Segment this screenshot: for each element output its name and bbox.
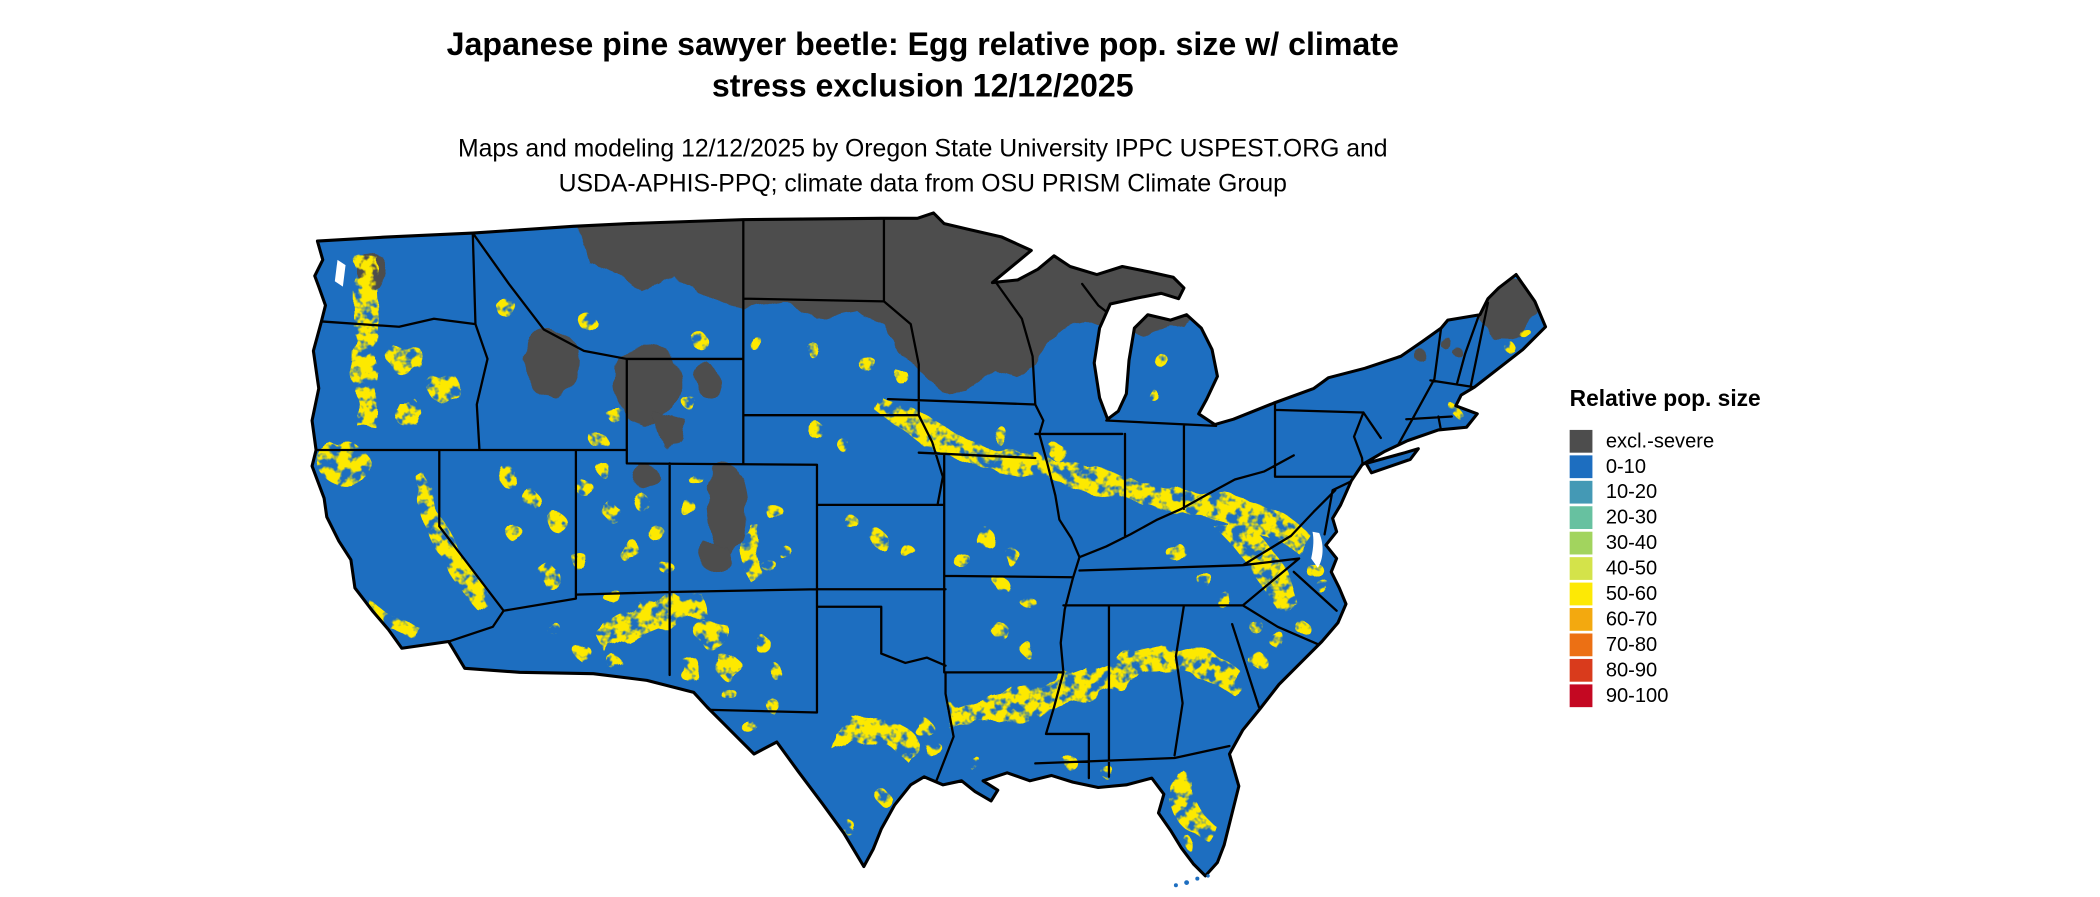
legend-swatch [1569,455,1593,479]
chesapeake-bay [1311,531,1323,568]
legend-item: 70-80 [1569,632,1761,657]
legend-label: 30-40 [1605,531,1658,555]
legend-item: 80-90 [1569,658,1761,683]
legend-item: 30-40 [1569,530,1761,555]
legend-label: 20-30 [1605,506,1658,530]
legend-swatch [1569,684,1593,708]
legend-swatch [1569,531,1593,555]
legend-item: 20-30 [1569,505,1761,530]
legend-item: 0-10 [1569,454,1761,479]
legend-label: 0-10 [1605,455,1647,479]
legend-label: 60-70 [1605,608,1658,631]
map-title-line2: stress exclusion 12/12/2025 [711,68,1134,105]
legend-swatch [1569,557,1593,580]
legend-swatch [1569,658,1593,682]
legend-label: 90-100 [1605,684,1669,708]
map-subtitle: Maps and modeling 12/12/2025 by Oregon S… [0,131,1846,201]
delaware-bay [1333,515,1348,534]
legend-swatch [1569,480,1593,504]
legend-label: 40-50 [1605,557,1658,580]
legend-item: 90-100 [1569,683,1761,708]
legend-swatch [1569,582,1593,606]
legend-label: excl.-severe [1605,429,1715,453]
state-borders [314,218,1490,786]
legend-swatch [1569,608,1593,631]
map-title: Japanese pine sawyer beetle: Egg relativ… [0,24,1846,107]
high-population-zones [318,254,1533,850]
legend-item: 60-70 [1569,607,1761,632]
water-features [334,259,1348,568]
map-title-line1: Japanese pine sawyer beetle: Egg relativ… [446,26,1399,63]
legend-label: 10-20 [1605,480,1658,504]
legend-item: 40-50 [1569,556,1761,581]
florida-keys [1173,874,1210,888]
legend: Relative pop. size excl.-severe 0-10 10-… [1569,385,1761,709]
us-map-svg [310,211,1548,888]
legend-title: Relative pop. size [1569,385,1761,412]
legend-label: 50-60 [1605,582,1658,606]
us-map [305,201,1551,891]
legend-label: 70-80 [1605,633,1658,657]
legend-label: 80-90 [1605,658,1658,682]
map-subtitle-line1: Maps and modeling 12/12/2025 by Oregon S… [457,133,1388,163]
puget-sound [334,259,346,287]
legend-item: 10-20 [1569,479,1761,504]
map-subtitle-line2: USDA-APHIS-PPQ; climate data from OSU PR… [558,168,1287,197]
legend-swatch [1569,633,1593,657]
legend-swatch [1569,429,1593,453]
legend-item: 50-60 [1569,581,1761,606]
legend-item: excl.-severe [1569,429,1761,454]
legend-swatch [1569,506,1593,530]
